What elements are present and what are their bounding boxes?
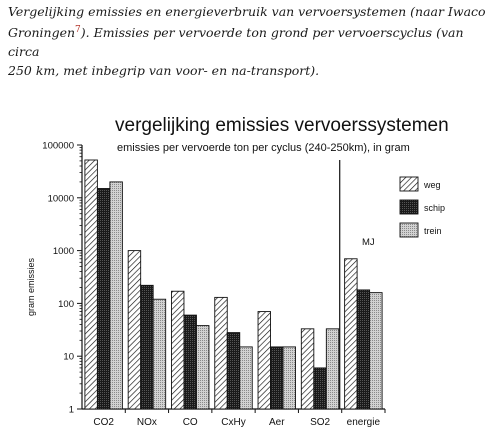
legend-label-trein: trein [424,226,442,236]
bar-trein-nox [152,298,167,410]
bar-schip-nox [140,284,154,410]
energy-unit-label: MJ [362,237,375,248]
bar-trein-co [196,325,210,410]
caption-line-3: 250 km, met inbegrip van voor- en na-tra… [8,63,320,78]
footnote-ref: 7 [75,25,81,35]
bars-group [84,159,383,410]
x-tick-label: CO2 [93,417,114,428]
y-tick-label: 100 [58,299,74,310]
caption-line-1: Vergelijking emissies en energieverbruik… [8,4,486,19]
bar-weg-co2 [84,159,98,410]
bar-trein-so2 [325,328,340,410]
bar-weg-co [171,290,185,410]
bar-weg-nox [127,250,142,410]
x-tick-label: NOx [137,417,157,428]
legend-swatch-weg [399,176,419,192]
bar-weg-cxhy [214,296,228,410]
bar-schip-aer [270,346,284,410]
legend-label-schip: schip [424,203,445,213]
y-axis-label: gram emissies [26,257,36,316]
x-tick-label: SO2 [310,417,330,428]
bar-weg-aer [257,311,271,410]
legend-swatch-trein [399,222,419,238]
bar-weg-so2 [300,328,315,410]
y-tick-label: 1000 [53,246,74,257]
bar-schip-so2 [313,367,327,410]
x-tick-label: CO [183,417,198,428]
bar-schip-cxhy [226,332,241,410]
bar-trein-co2 [109,181,123,410]
x-tick-label: Aer [269,417,285,428]
bar-trein-energie [369,292,383,410]
caption-line-2-start: Groningen [8,25,76,40]
caption-line-2-end: ). Emissies per vervoerde ton grond per … [8,25,464,59]
legend: weg schip trein [399,176,445,238]
x-tick-label: CxHy [221,417,245,428]
y-tick-label: 100000 [42,141,74,152]
bar-schip-co [183,314,197,410]
legend-label-weg: weg [423,180,441,190]
bar-trein-aer [282,346,296,410]
bar-weg-energie [344,258,358,410]
figure-caption: Vergelijking emissies en energieverbruik… [8,2,498,80]
chart-subtitle: emissies per vervoerde ton per cyclus (2… [117,142,410,154]
legend-swatch-schip [399,199,419,215]
chart-title: vergelijking emissies vervoerssystemen [115,115,449,136]
bar-trein-cxhy [239,346,253,410]
y-tick-label: 10000 [48,193,74,204]
x-tick-label: energie [347,417,381,428]
y-tick-label: 1 [69,405,74,416]
bar-schip-energie [356,289,371,410]
bar-schip-co2 [96,188,111,410]
caption-line-2: Groningen7). Emissies per vervoerde ton … [8,21,498,61]
y-tick-label: 10 [63,352,74,363]
